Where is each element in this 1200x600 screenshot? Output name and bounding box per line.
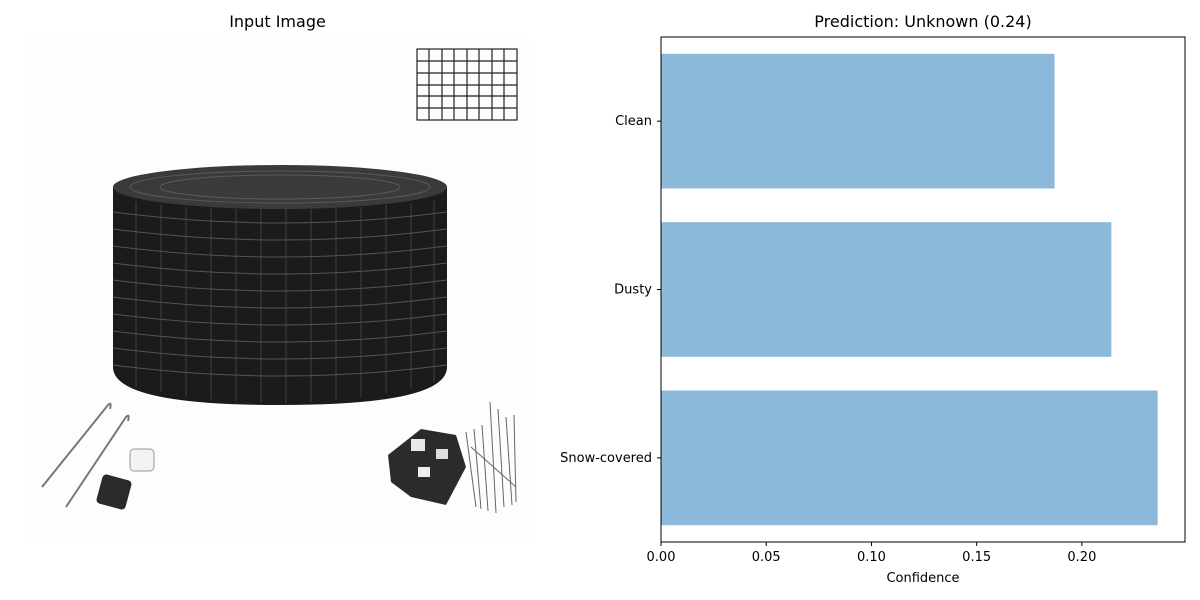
chart-title: Prediction: Unknown (0.24)	[814, 12, 1032, 31]
bar-clean	[661, 53, 1055, 189]
x-tick-label: 0.15	[962, 550, 991, 565]
mesh-roll-photo-icon	[41, 48, 518, 514]
y-tick-label: Snow-covered	[560, 451, 652, 466]
x-tick-label: 0.10	[857, 550, 886, 565]
bar-dusty	[661, 222, 1112, 357]
bar-snow-covered	[661, 390, 1158, 526]
fasteners-icon	[388, 401, 517, 514]
x-tick-label: 0.20	[1067, 550, 1096, 565]
plot-frame	[660, 36, 1186, 543]
x-axis-label: Confidence	[886, 571, 959, 586]
clip-icon	[96, 474, 132, 510]
mesh-roll-icon	[112, 165, 448, 405]
clip-icon	[129, 448, 155, 472]
mesh-swatch-icon	[416, 48, 518, 121]
y-tick-label: Clean	[615, 114, 652, 129]
y-tick-label: Dusty	[614, 283, 652, 298]
input-image	[26, 37, 529, 541]
x-tick-label: 0.00	[647, 550, 676, 565]
stakes-icon	[41, 402, 130, 508]
input-image-title: Input Image	[229, 12, 326, 31]
x-tick-label: 0.05	[752, 550, 781, 565]
